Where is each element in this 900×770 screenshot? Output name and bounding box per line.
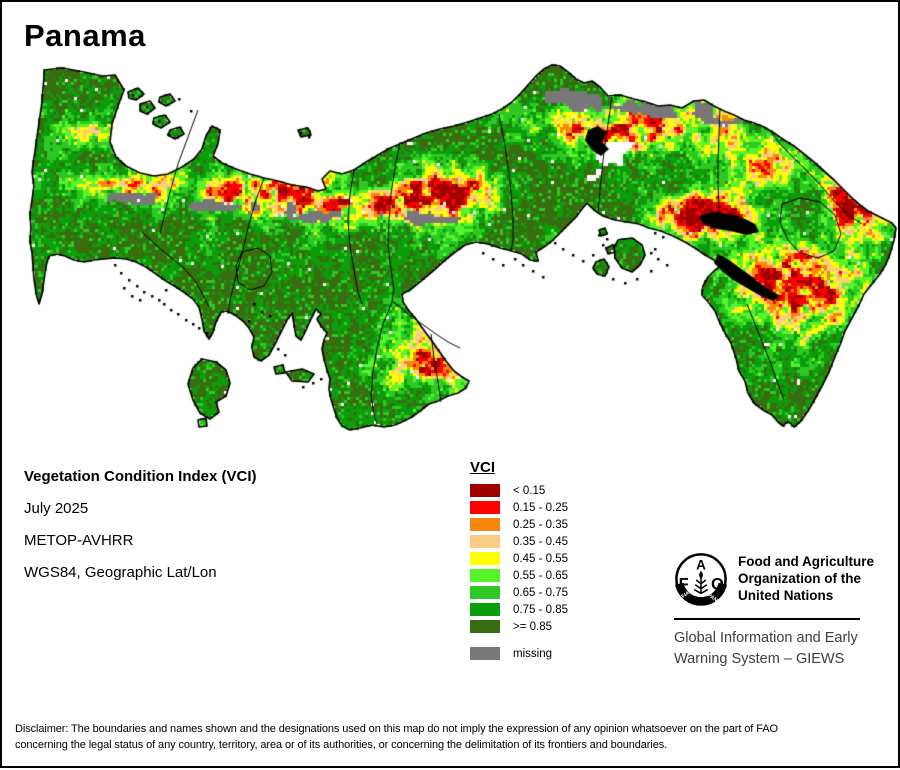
fao-org-line2: Organization of the (738, 571, 861, 586)
fao-org-line1: Food and Agriculture (738, 554, 874, 569)
legend-swatch (470, 552, 500, 565)
page-title: Panama (24, 18, 146, 53)
legend-swatch (470, 647, 500, 660)
wheat-ear-icon (693, 571, 709, 595)
fao-logo-letter-f: F (679, 576, 689, 594)
legend-label: 0.25 - 0.35 (513, 518, 568, 531)
disclaimer-line2: concerning the legal status of any count… (15, 739, 668, 751)
legend-swatch (470, 569, 500, 582)
legend-rows: < 0.15 0.15 - 0.25 0.25 - 0.35 0.35 - 0.45 0… (470, 484, 680, 660)
legend-title: VCI (470, 459, 496, 476)
legend-label: 0.45 - 0.55 (513, 552, 568, 565)
fao-divider (674, 618, 860, 620)
legend-row: 0.65 - 0.75 (470, 586, 680, 599)
giews-line2: Warning System – GIEWS (674, 651, 845, 667)
legend-row-missing: missing (470, 647, 680, 660)
map-info-block: Vegetation Condition Index (VCI) July 20… (24, 468, 257, 596)
legend-swatch (470, 620, 500, 633)
disclaimer: Disclaimer: The boundaries and names sho… (15, 721, 889, 753)
legend-swatch (470, 518, 500, 531)
info-projection: WGS84, Geographic Lat/Lon (24, 564, 217, 581)
fao-logo: F A O FIAT PANIS (675, 553, 727, 607)
legend-row: < 0.15 (470, 484, 680, 497)
legend-label: 0.15 - 0.25 (513, 501, 568, 514)
legend-label: 0.55 - 0.65 (513, 569, 568, 582)
fao-logo-band (675, 582, 727, 606)
legend-swatch (470, 501, 500, 514)
info-period: July 2025 (24, 500, 89, 517)
legend-label: 0.75 - 0.85 (513, 603, 568, 616)
legend-swatch (470, 535, 500, 548)
legend-label: missing (513, 647, 552, 660)
legend-row: >= 0.85 (470, 620, 680, 633)
giews-block: Global Information and Early Warning Sys… (674, 628, 874, 670)
legend-label: >= 0.85 (513, 620, 553, 633)
legend-swatch (470, 484, 500, 497)
giews-line1: Global Information and Early (674, 630, 858, 646)
legend-swatch (470, 603, 500, 616)
fao-org-line3: United Nations (738, 588, 834, 603)
legend-row: 0.25 - 0.35 (470, 518, 680, 531)
fao-block: F A O FIAT PANIS Food and Agriculture Or… (674, 550, 874, 608)
wheat-grain-icon (699, 572, 703, 579)
fao-org-name: Food and Agriculture Organization of the… (738, 550, 874, 604)
legend-label: < 0.15 (513, 484, 546, 497)
fao-logo-letter-o: O (711, 576, 724, 594)
legend-row: 0.55 - 0.65 (470, 569, 680, 582)
legend-label: 0.65 - 0.75 (513, 586, 568, 599)
fao-logo-letter-a: A (696, 557, 706, 572)
fao-motto-fiat: FIAT (681, 588, 694, 600)
legend-row: 0.35 - 0.45 (470, 535, 680, 548)
vci-legend: VCI < 0.15 0.15 - 0.25 0.25 - 0.35 0.35 - 0… (470, 459, 680, 664)
legend-row: 0.45 - 0.55 (470, 552, 680, 565)
legend-row: 0.15 - 0.25 (470, 501, 680, 514)
info-variable: Vegetation Condition Index (VCI) (24, 468, 257, 485)
legend-swatch (470, 586, 500, 599)
info-sensor: METOP-AVHRR (24, 532, 134, 549)
disclaimer-line1: Disclaimer: The boundaries and names sho… (15, 723, 778, 735)
legend-row: 0.75 - 0.85 (470, 603, 680, 616)
legend-label: 0.35 - 0.45 (513, 535, 568, 548)
